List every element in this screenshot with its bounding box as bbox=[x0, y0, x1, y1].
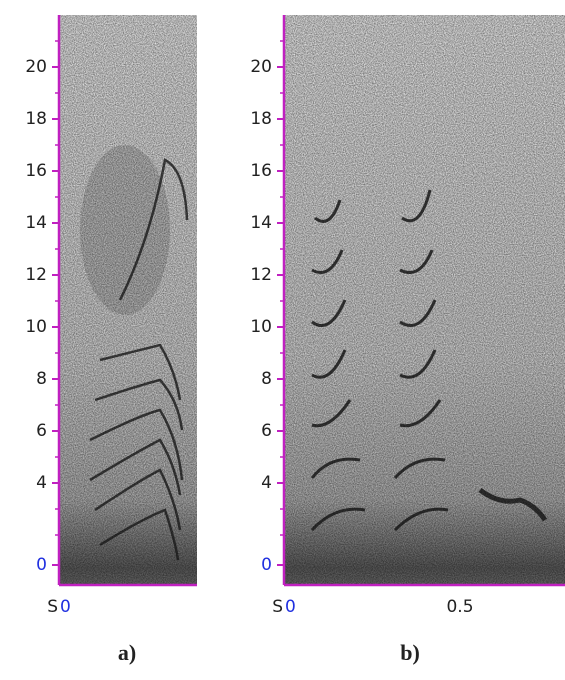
x-prefix: S bbox=[47, 597, 58, 617]
y-tick-label: 4 bbox=[36, 473, 47, 493]
y-tick-label: 8 bbox=[36, 369, 47, 389]
y-tick-label: 0 bbox=[36, 555, 47, 575]
y-tick-label: 10 bbox=[25, 317, 47, 337]
spectrogram-a bbox=[60, 15, 197, 585]
y-tick-label: 12 bbox=[250, 265, 272, 285]
y-tick-label: 20 bbox=[25, 57, 47, 77]
y-tick-label: 0 bbox=[261, 555, 272, 575]
y-tick-label: 18 bbox=[25, 109, 47, 129]
x-tick-label: 0 bbox=[60, 597, 71, 617]
y-tick-label: 14 bbox=[25, 213, 47, 233]
y-tick-label: 16 bbox=[250, 161, 272, 181]
caption: b) bbox=[400, 640, 420, 665]
y-tick-label: 14 bbox=[250, 213, 272, 233]
y-tick-label: 20 bbox=[250, 57, 272, 77]
y-tick-label: 18 bbox=[250, 109, 272, 129]
y-tick-label: 16 bbox=[25, 161, 47, 181]
x-tick-label: 0.5 bbox=[446, 597, 473, 617]
y-tick-label: 6 bbox=[261, 421, 272, 441]
y-tick-label: 6 bbox=[36, 421, 47, 441]
y-tick-label: 8 bbox=[261, 369, 272, 389]
x-prefix: S bbox=[272, 597, 283, 617]
x-tick-label: 0 bbox=[285, 597, 296, 617]
y-tick-label: 12 bbox=[25, 265, 47, 285]
caption: a) bbox=[118, 640, 136, 665]
spectrogram-b bbox=[285, 15, 565, 585]
y-tick-label: 10 bbox=[250, 317, 272, 337]
y-tick-label: 4 bbox=[261, 473, 272, 493]
